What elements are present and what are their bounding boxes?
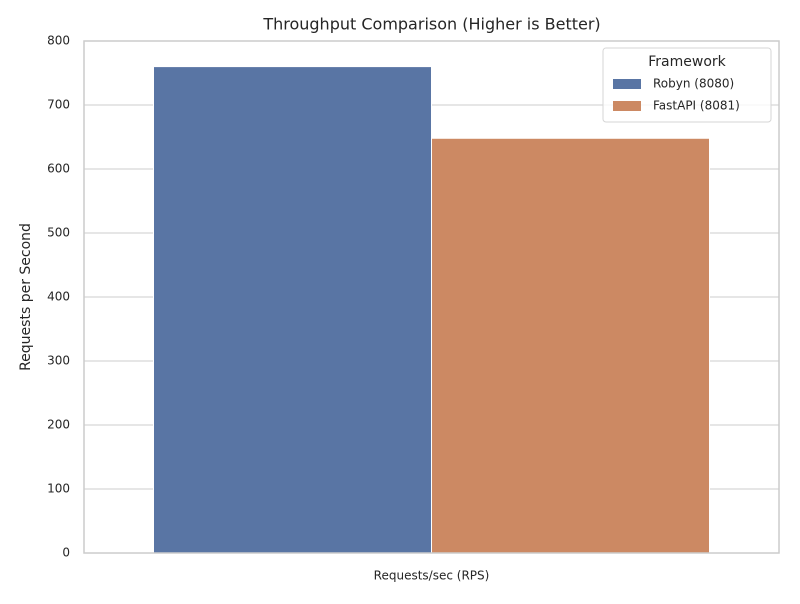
plot-frame [83,40,780,554]
y-tick-label: 800 [47,34,70,48]
legend-swatch [613,79,641,89]
legend-swatch [613,101,641,111]
y-tick-label: 100 [47,482,70,496]
y-tick-label: 600 [47,162,70,176]
legend-title: Framework [648,54,726,70]
chart-title: Throughput Comparison (Higher is Better) [262,15,600,34]
bar [153,66,432,554]
legend: Framework Robyn (8080) FastAPI (8081) [602,47,772,123]
y-tick-label: 500 [47,226,70,240]
legend-label: FastAPI (8081) [653,99,740,113]
x-tick-label: Requests/sec (RPS) [374,569,490,583]
legend-label: Robyn (8080) [653,77,734,91]
y-tick-label: 0 [62,546,70,560]
y-tick-label: 400 [47,290,70,304]
bar [431,137,710,554]
y-axis-label: Requests per Second [18,223,34,371]
legend-box [602,47,772,123]
y-tick-label: 200 [47,418,70,432]
y-tick-label: 700 [47,98,70,112]
y-tick-label: 300 [47,354,70,368]
